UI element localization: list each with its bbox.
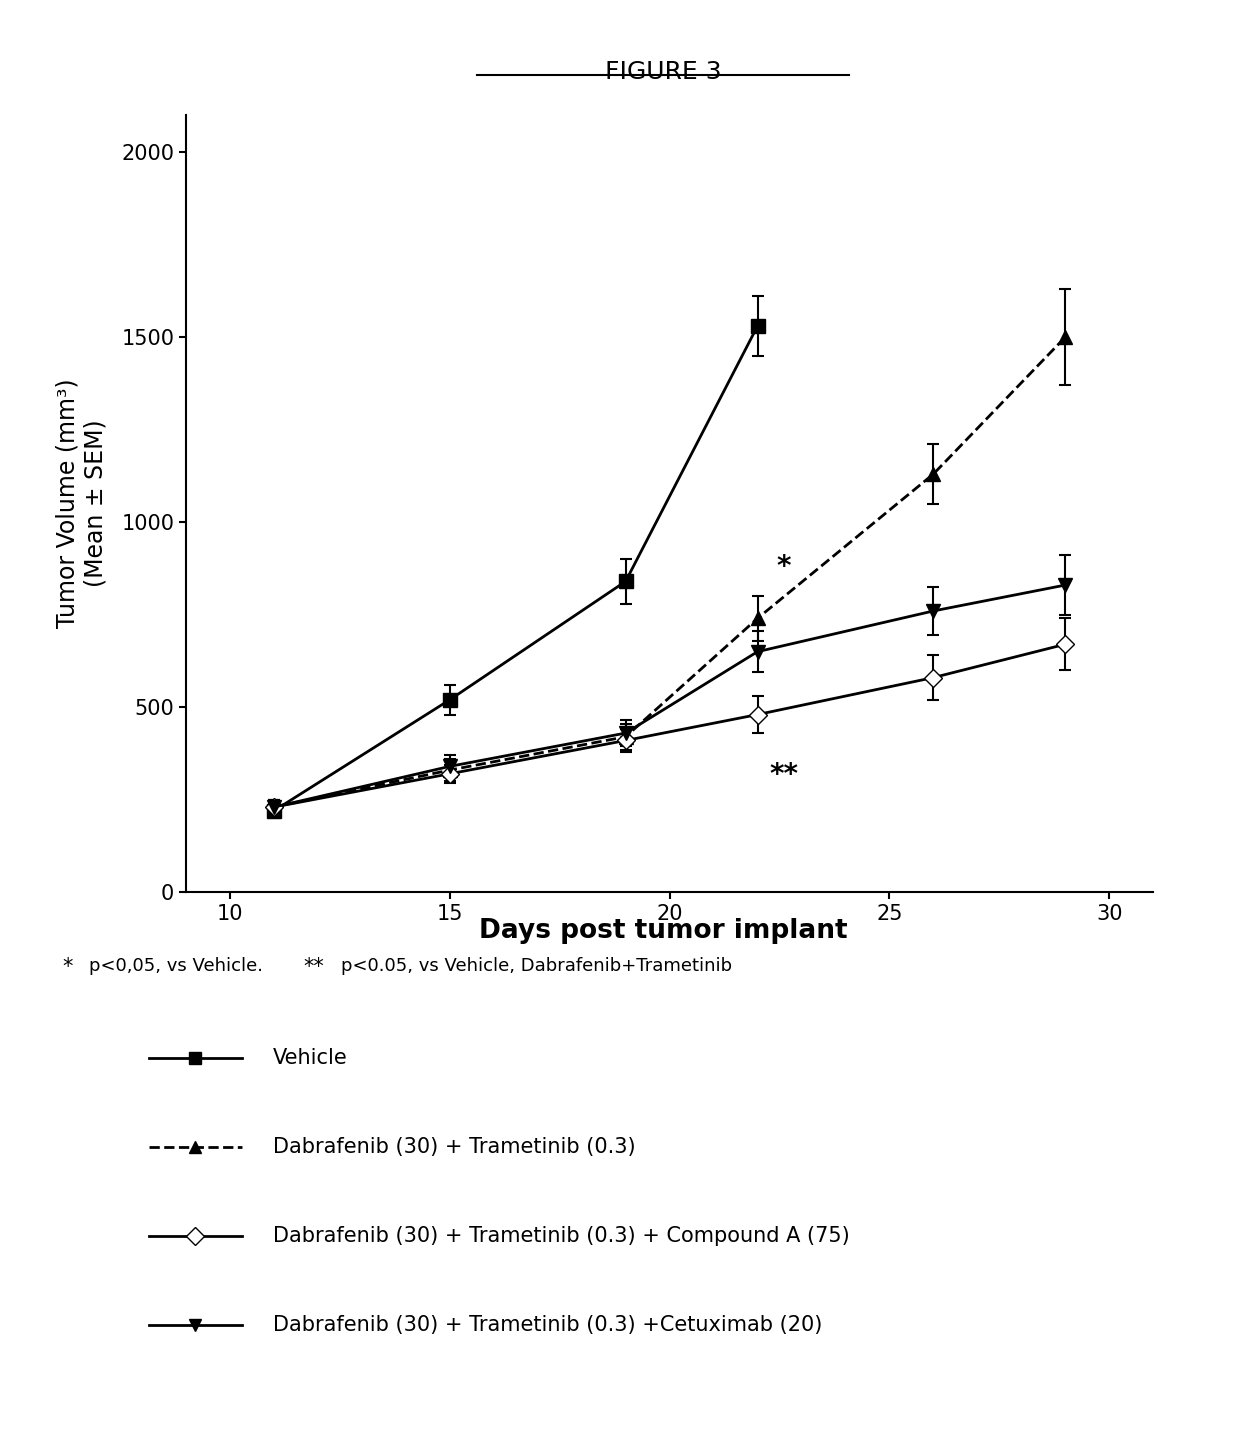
Text: p<0.05, vs Vehicle, Dabrafenib+Trametinib: p<0.05, vs Vehicle, Dabrafenib+Trametini… — [341, 957, 732, 976]
Text: Days post tumor implant: Days post tumor implant — [479, 918, 848, 944]
Text: FIGURE 3: FIGURE 3 — [605, 60, 722, 85]
Text: **: ** — [769, 761, 799, 789]
Text: *: * — [776, 554, 791, 581]
Text: Dabrafenib (30) + Trametinib (0.3) + Compound A (75): Dabrafenib (30) + Trametinib (0.3) + Com… — [273, 1226, 849, 1246]
Text: Vehicle: Vehicle — [273, 1048, 347, 1068]
Text: **: ** — [304, 957, 325, 977]
Text: Dabrafenib (30) + Trametinib (0.3) +Cetuximab (20): Dabrafenib (30) + Trametinib (0.3) +Cetu… — [273, 1315, 822, 1335]
Text: p<0,05, vs Vehicle.: p<0,05, vs Vehicle. — [89, 957, 269, 976]
Text: *: * — [62, 957, 72, 977]
Y-axis label: Tumor Volume (mm³)
(Mean ± SEM): Tumor Volume (mm³) (Mean ± SEM) — [56, 378, 108, 629]
Text: Dabrafenib (30) + Trametinib (0.3): Dabrafenib (30) + Trametinib (0.3) — [273, 1137, 635, 1157]
